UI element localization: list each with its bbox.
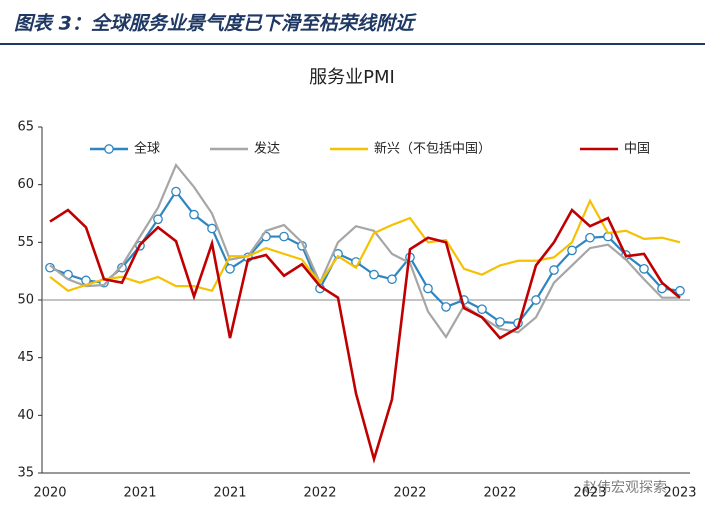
y-tick-label: 50 <box>17 293 34 308</box>
series-marker <box>585 232 595 243</box>
chart-title: 服务业PMI <box>309 67 395 88</box>
series-marker <box>279 231 289 242</box>
x-tick-label: 2022 <box>483 486 516 501</box>
series-marker <box>495 317 505 327</box>
x-tick-label: 2022 <box>303 486 336 501</box>
watermark: 赵伟宏观探索 <box>583 479 667 496</box>
x-tick-label: 2020 <box>33 486 66 501</box>
legend-label: 全球 <box>134 141 160 157</box>
series-marker <box>477 304 487 315</box>
y-tick-label: 65 <box>17 120 34 135</box>
series-marker <box>225 264 235 274</box>
series-marker <box>639 264 649 274</box>
series-line <box>49 207 681 464</box>
series-marker <box>369 269 379 280</box>
x-tick-label: 2021 <box>213 486 246 501</box>
series-marker <box>675 285 685 296</box>
x-tick-label: 2022 <box>393 486 426 501</box>
series-marker <box>549 265 559 275</box>
legend-label: 中国 <box>624 142 650 157</box>
series-marker <box>153 214 163 225</box>
series-marker <box>207 223 217 234</box>
y-tick-label: 40 <box>17 408 34 423</box>
y-tick-label: 60 <box>17 177 34 192</box>
series-marker <box>567 245 577 256</box>
header-title: 图表 3：全球服务业景气度已下滑至枯荣线附近 <box>14 13 417 35</box>
series-marker <box>189 209 199 220</box>
legend-label: 发达 <box>254 141 280 157</box>
legend-label: 新兴（不包括中国） <box>374 141 491 157</box>
series-marker <box>441 302 451 312</box>
legend-marker <box>104 144 114 154</box>
y-tick-label: 55 <box>17 235 34 250</box>
x-tick-label: 2023 <box>663 486 696 501</box>
series-marker <box>423 283 433 294</box>
series-line <box>49 198 681 293</box>
x-tick-label: 2023 <box>573 486 606 501</box>
series-marker <box>531 295 541 305</box>
series-marker <box>171 186 181 197</box>
y-tick-label: 45 <box>17 350 34 365</box>
series-marker <box>387 274 397 285</box>
x-tick-label: 2021 <box>123 486 156 501</box>
series-line <box>49 162 680 339</box>
y-tick-label: 35 <box>17 466 34 481</box>
